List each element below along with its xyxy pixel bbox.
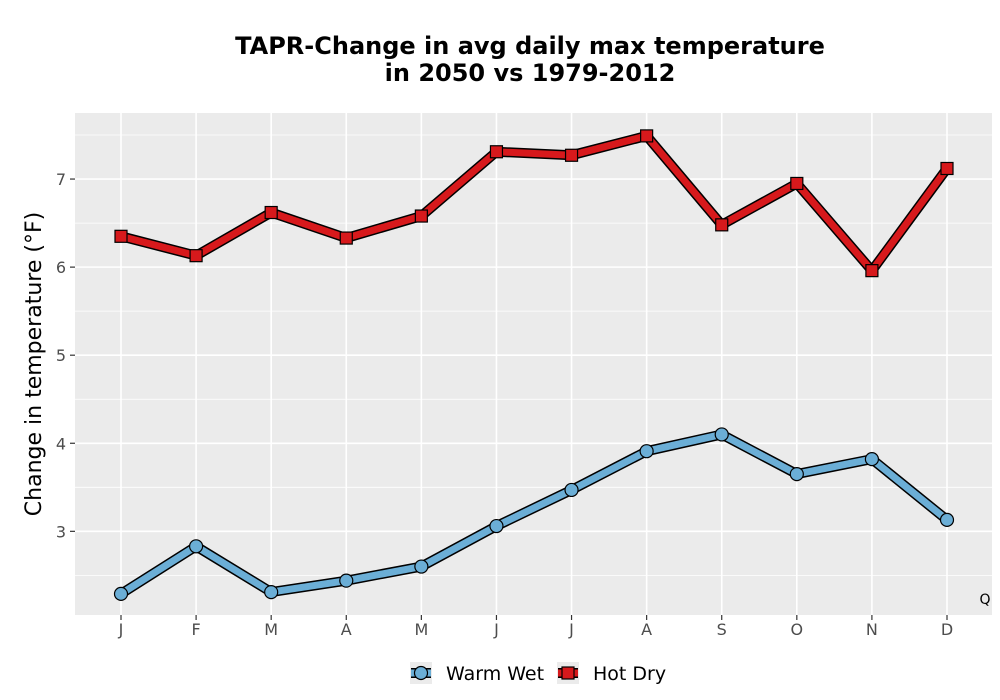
legend: Warm Wet Hot Dry: [410, 662, 666, 685]
data-point: [414, 559, 429, 574]
series-line: [117, 430, 951, 598]
y-axis-ticks: 3 4 5 6 7: [56, 170, 75, 541]
data-point: [790, 176, 804, 191]
data-point: [113, 586, 129, 601]
data-point: [264, 585, 279, 600]
data-point: [939, 512, 955, 527]
legend-key-marker: [413, 665, 429, 681]
y-tick-label: 5: [56, 346, 66, 365]
legend-key-marker: [561, 666, 575, 680]
x-tick-label: S: [717, 620, 727, 639]
corner-label: Q: [979, 592, 990, 608]
legend-label: Hot Dry: [593, 663, 666, 685]
data-point: [414, 209, 428, 223]
series-layer: [113, 129, 955, 601]
y-tick-label: 3: [56, 522, 66, 541]
data-point: [715, 218, 729, 232]
data-point: [189, 249, 203, 263]
legend-label: Warm Wet: [446, 663, 544, 685]
series-hot-dry: [114, 129, 954, 278]
data-point: [564, 482, 579, 498]
x-tick-label: F: [191, 620, 200, 639]
series-warm-wet: [113, 427, 955, 601]
data-point: [489, 518, 504, 534]
x-tick-label: M: [414, 620, 428, 639]
data-point: [264, 205, 278, 220]
x-tick-label: A: [341, 620, 352, 639]
data-point: [864, 452, 880, 467]
legend-item: Hot Dry: [557, 662, 666, 685]
data-point: [789, 466, 804, 482]
x-tick-label: O: [791, 620, 804, 639]
x-tick-label: J: [568, 620, 574, 639]
x-tick-label: D: [941, 620, 953, 639]
chart-title-line-1: TAPR-Change in avg daily max temperature: [235, 32, 825, 60]
data-point: [489, 145, 504, 159]
x-tick-label: J: [118, 620, 124, 639]
y-tick-label: 7: [56, 170, 66, 189]
x-tick-label: A: [641, 620, 652, 639]
x-tick-label: M: [264, 620, 278, 639]
data-point: [564, 148, 579, 162]
data-point: [714, 427, 729, 442]
chart-title-line-2: in 2050 vs 1979-2012: [385, 59, 676, 87]
legend-item: Warm Wet: [410, 662, 544, 685]
plot-panel: [75, 113, 992, 615]
series-line: [117, 132, 951, 275]
x-tick-label: N: [866, 620, 878, 639]
grid-minor: [75, 134, 992, 576]
data-point: [865, 264, 879, 278]
data-point: [339, 231, 353, 245]
y-tick-label: 4: [56, 434, 66, 453]
x-tick-label: J: [493, 620, 499, 639]
data-point: [940, 161, 954, 176]
data-point: [640, 129, 654, 143]
y-axis-label: Change in temperature (°F): [22, 212, 47, 516]
data-point: [114, 229, 128, 243]
data-point: [188, 539, 204, 554]
y-tick-label: 6: [56, 258, 66, 277]
grid-major: [75, 113, 992, 615]
data-point: [339, 573, 354, 588]
data-point: [639, 444, 654, 459]
